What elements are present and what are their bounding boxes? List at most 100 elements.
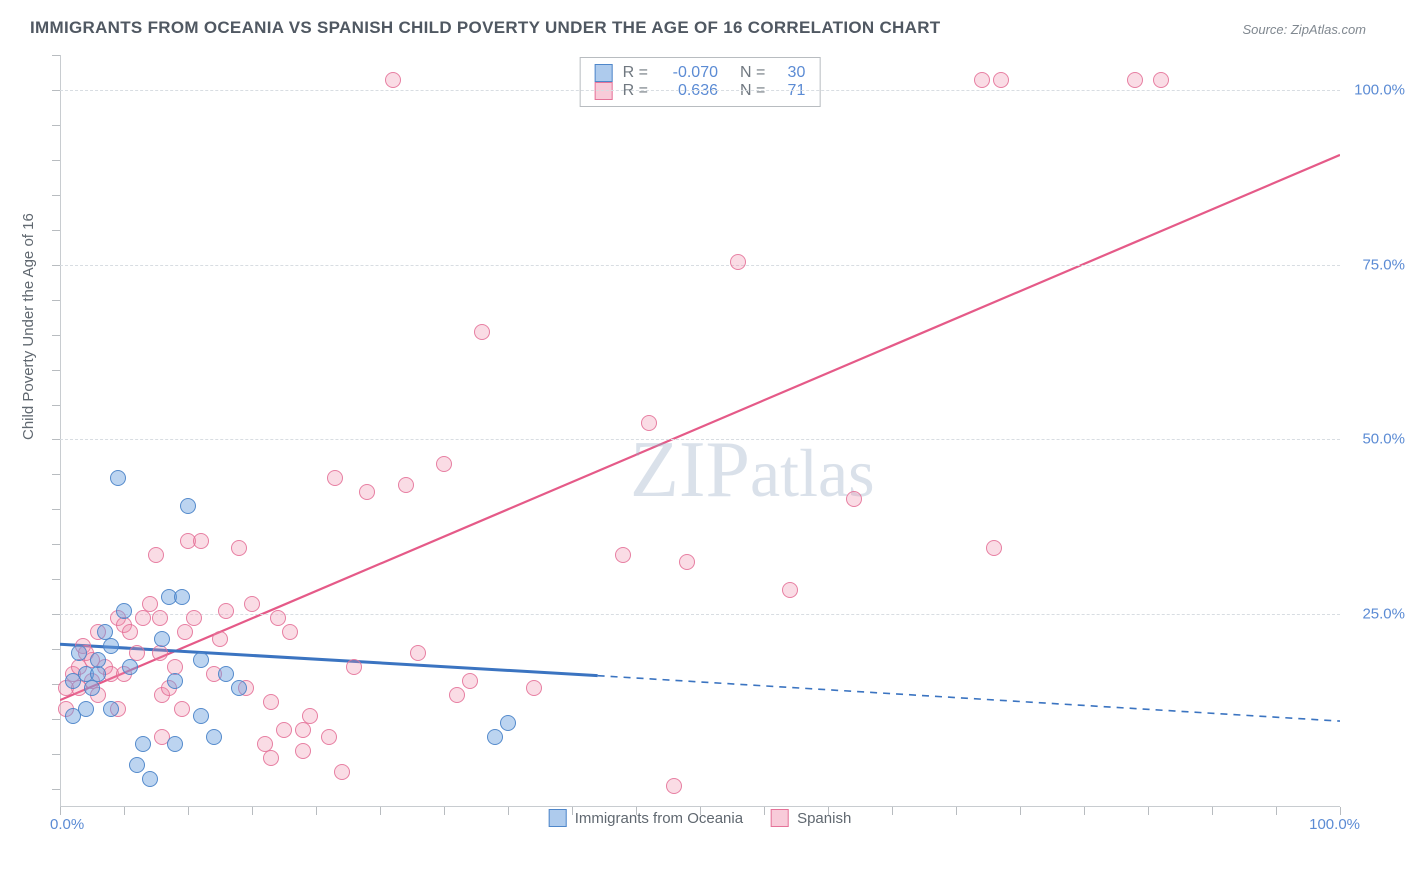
y-tick [52,90,60,91]
data-point [302,708,318,724]
data-point [327,470,343,486]
chart-plot-area: 0.0% 100.0% R = -0.070 N = 30 R = 0.636 … [60,55,1340,825]
data-point [177,624,193,640]
correlation-legend: R = -0.070 N = 30 R = 0.636 N = 71 [580,57,821,107]
y-tick [52,649,60,650]
legend-row-pink: R = 0.636 N = 71 [595,82,806,100]
y-tick-label: 100.0% [1354,81,1405,98]
x-tick [1084,807,1085,815]
data-point [641,415,657,431]
legend-r-value-blue: -0.070 [660,64,718,82]
data-point [782,582,798,598]
legend-item-pink: Spanish [771,809,851,827]
gridline [60,265,1340,266]
data-point [436,456,452,472]
data-point [206,729,222,745]
gridline [60,439,1340,440]
data-point [193,708,209,724]
data-point [142,771,158,787]
y-tick [52,474,60,475]
x-tick [508,807,509,815]
data-point [122,659,138,675]
data-point [615,547,631,563]
x-tick [1276,807,1277,815]
data-point [71,645,87,661]
data-point [148,547,164,563]
legend-n-label: N = [740,82,765,100]
data-point [167,736,183,752]
data-point [474,324,490,340]
x-tick [764,807,765,815]
y-tick [52,509,60,510]
data-point [974,72,990,88]
y-tick [52,160,60,161]
legend-swatch-blue [595,64,613,82]
x-tick [380,807,381,815]
data-point [295,743,311,759]
legend-n-value-pink: 71 [775,82,805,100]
y-tick [52,55,60,56]
data-point [385,72,401,88]
x-tick [1340,807,1341,815]
data-point [90,652,106,668]
data-point [231,540,247,556]
x-tick [956,807,957,815]
legend-label-pink: Spanish [797,810,851,827]
x-tick [828,807,829,815]
data-point [282,624,298,640]
data-point [263,750,279,766]
chart-title: IMMIGRANTS FROM OCEANIA VS SPANISH CHILD… [30,18,940,38]
y-tick [52,230,60,231]
data-point [666,778,682,794]
y-tick [52,789,60,790]
y-tick [52,335,60,336]
x-tick [188,807,189,815]
data-point [218,666,234,682]
legend-swatch-pink [595,82,613,100]
legend-swatch-pink [771,809,789,827]
data-point [135,736,151,752]
data-point [487,729,503,745]
legend-item-blue: Immigrants from Oceania [549,809,743,827]
legend-row-blue: R = -0.070 N = 30 [595,64,806,82]
data-point [993,72,1009,88]
gridline [60,614,1340,615]
y-tick [52,265,60,266]
x-tick [1212,807,1213,815]
y-tick [52,439,60,440]
data-point [193,652,209,668]
y-tick [52,754,60,755]
data-point [398,477,414,493]
legend-label-blue: Immigrants from Oceania [575,810,743,827]
data-point [180,498,196,514]
gridline [60,90,1340,91]
data-point [276,722,292,738]
legend-r-label: R = [623,82,648,100]
x-tick [892,807,893,815]
data-point [135,610,151,626]
y-axis-label: Child Poverty Under the Age of 16 [20,213,37,440]
x-tick [1020,807,1021,815]
data-point [103,701,119,717]
data-point [321,729,337,745]
data-point [1127,72,1143,88]
y-tick [52,544,60,545]
data-point [449,687,465,703]
legend-swatch-blue [549,809,567,827]
x-tick [636,807,637,815]
x-tick [444,807,445,815]
data-point [186,610,202,626]
x-tick [700,807,701,815]
data-point [152,610,168,626]
y-tick [52,719,60,720]
data-point [174,589,190,605]
data-point [334,764,350,780]
y-tick-label: 50.0% [1362,431,1405,448]
data-point [986,540,1002,556]
data-point [231,680,247,696]
x-tick [572,807,573,815]
data-point [730,254,746,270]
y-tick [52,614,60,615]
data-point [122,624,138,640]
data-point [846,491,862,507]
